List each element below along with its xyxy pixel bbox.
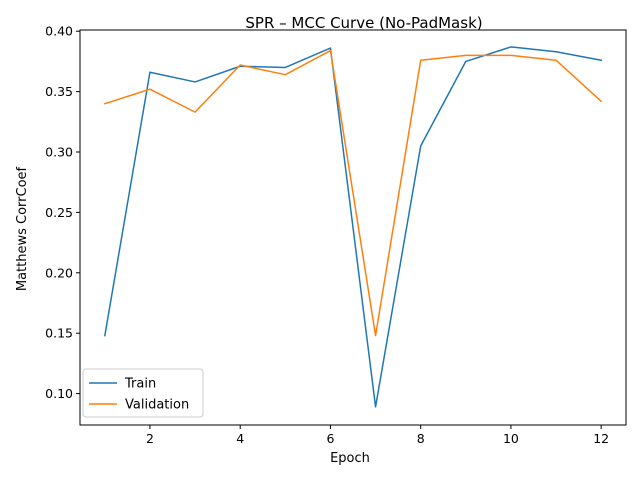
y-tick-label: 0.25 [45,205,73,220]
y-tick-label: 0.15 [45,326,73,341]
series-line-validation [103,49,603,337]
x-axis-ticks: 2 4 6 8 10 12 [146,425,609,446]
y-axis-label: Matthews CorrCoef [15,166,30,291]
x-tick-label: 10 [503,431,519,446]
x-tick-label: 8 [417,431,425,446]
y-tick-label: 0.10 [45,386,73,401]
y-tick-label: 0.30 [45,145,73,160]
series-line-train [103,46,603,408]
legend-label-validation: Validation [125,398,189,413]
x-tick-label: 12 [593,431,609,446]
chart-title: SPR – MCC Curve (No-PadMask) [245,14,482,32]
x-tick-label: 6 [326,431,334,446]
legend: Train Validation [82,368,204,418]
y-axis-ticks: 0.10 0.15 0.20 0.25 0.30 0.35 0.40 [45,24,80,401]
y-tick-label: 0.40 [45,24,73,39]
plot-lines [103,46,603,408]
y-tick-label: 0.35 [45,84,73,99]
x-tick-label: 4 [236,431,244,446]
legend-label-train: Train [124,377,156,392]
x-axis-label: Epoch [330,451,370,466]
x-tick-label: 2 [146,431,154,446]
plot-frame [79,29,627,426]
legend-box [82,368,204,418]
y-tick-label: 0.20 [45,265,73,280]
